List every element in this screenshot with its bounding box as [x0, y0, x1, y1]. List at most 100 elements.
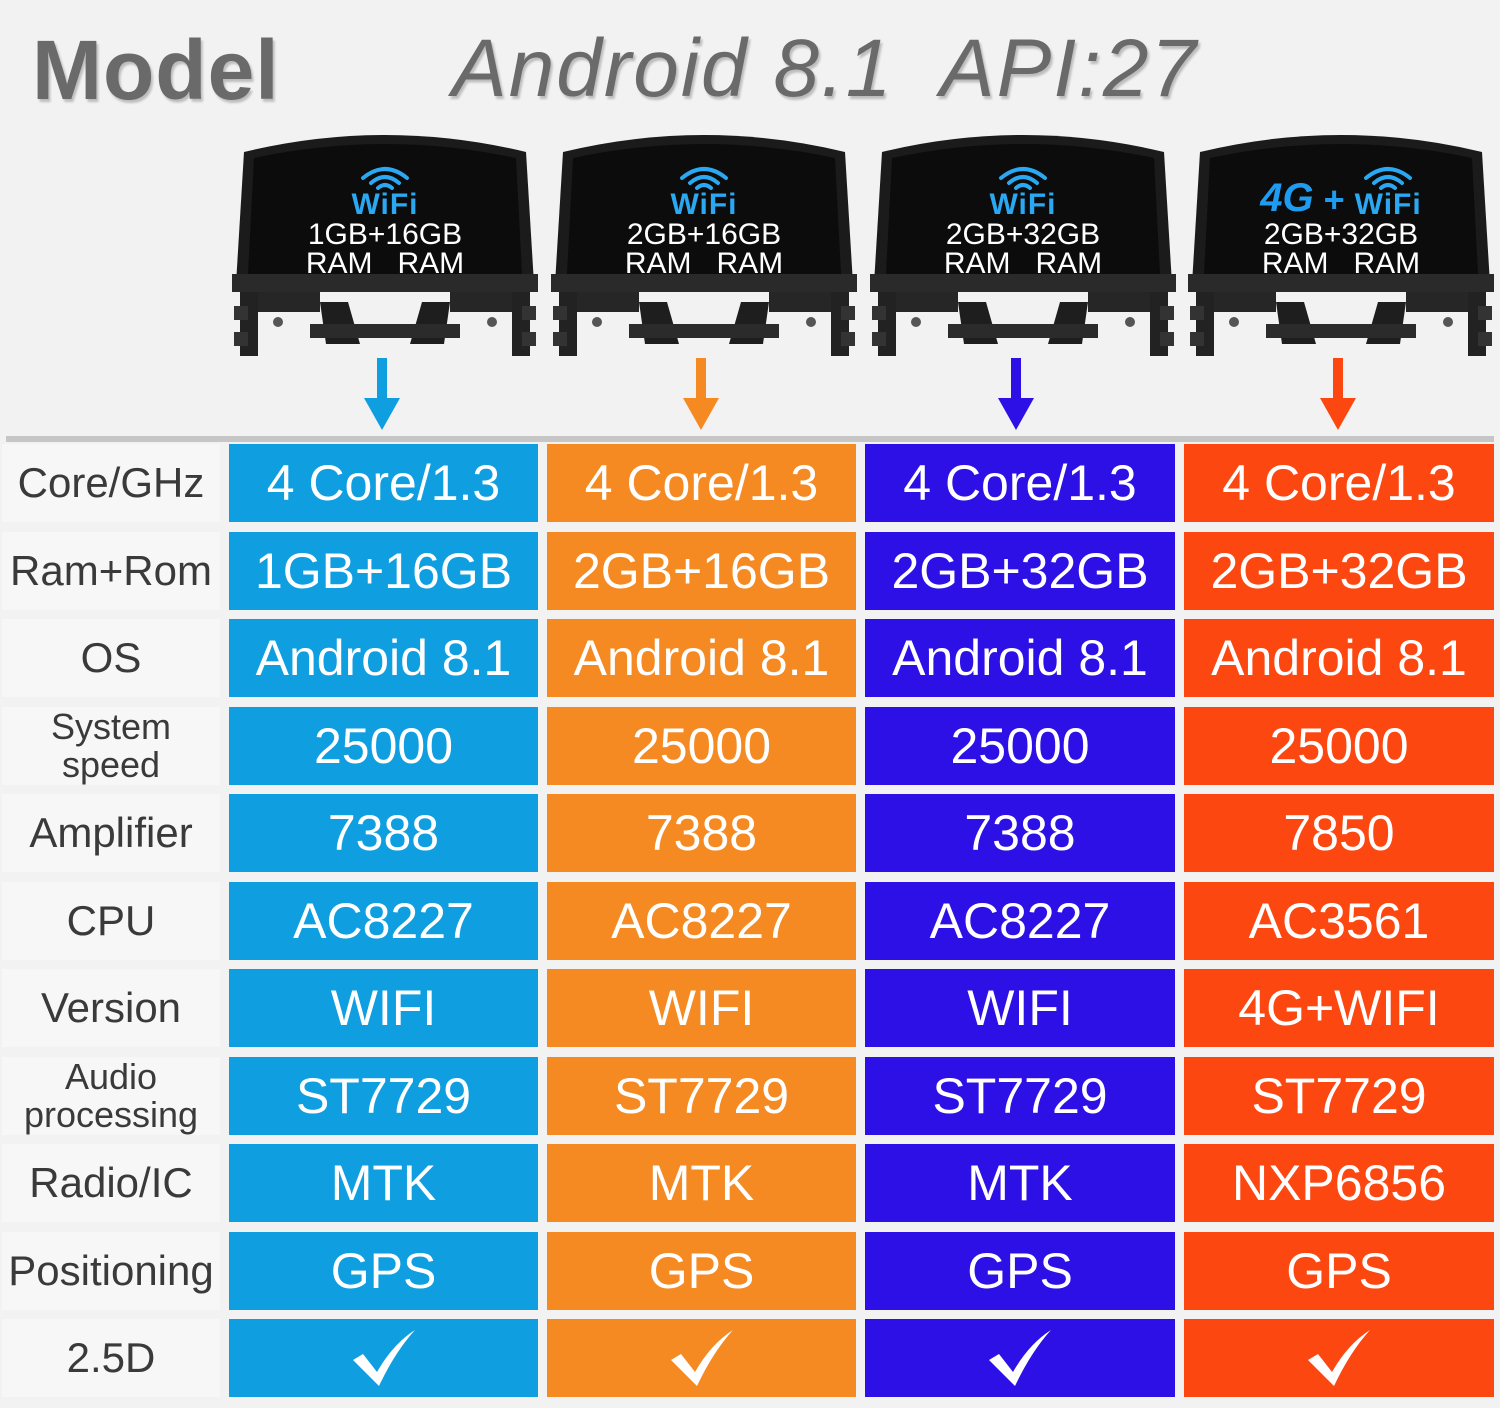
check-icon [352, 1330, 415, 1386]
spec-cell: 4 Core/1.3 [1184, 444, 1494, 522]
wifi-label: WiFi [1354, 188, 1422, 221]
spec-cell: 2GB+32GB [865, 532, 1175, 610]
spec-cell: 7388 [547, 794, 856, 872]
spec-cell: GPS [865, 1232, 1175, 1310]
divider [6, 436, 1494, 442]
row-label: OS [2, 619, 220, 697]
spec-cell: 2GB+32GB [1184, 532, 1494, 610]
device-screen: WiFi 2GB+16GB RAM RAM [549, 154, 859, 280]
spec-cell: ST7729 [865, 1057, 1175, 1135]
row-label-line: speed [61, 744, 161, 785]
device-ram-label: RAM RAM [943, 247, 1103, 280]
spec-cell: 7388 [865, 794, 1175, 872]
head-unit-frame-icon [551, 135, 857, 356]
device-screen: WiFi 1GB+16GB RAM RAM [230, 154, 540, 280]
spec-cell: 25000 [1184, 707, 1494, 785]
head-unit-frame-icon [870, 135, 1176, 356]
spec-cell: MTK [547, 1144, 856, 1222]
wifi-label: WiFi [989, 188, 1057, 221]
wifi-signal-icon [360, 167, 409, 190]
check-icon [1308, 1330, 1370, 1386]
spec-cell: 4 Core/1.3 [547, 444, 856, 522]
row-label-line: System [50, 706, 172, 747]
arrow-down-icon [683, 358, 719, 430]
device-ram-label: RAM RAM [624, 247, 784, 280]
row-label-line: Audio [64, 1056, 158, 1097]
check-icon [670, 1330, 733, 1386]
spec-cell: AC3561 [1184, 882, 1494, 960]
device-0: WiFi 1GB+16GB RAM RAM [230, 124, 540, 364]
spec-cell: MTK [865, 1144, 1175, 1222]
spec-cell: 1GB+16GB [229, 532, 538, 610]
spec-cell: 25000 [547, 707, 856, 785]
wifi-label: WiFi [351, 188, 419, 221]
spec-cell: ST7729 [229, 1057, 538, 1135]
device-screen: 4G + WiFi 2GB+32GB RAM RAM [1186, 154, 1496, 280]
check-cell [547, 1319, 856, 1397]
spec-cell: 4 Core/1.3 [865, 444, 1175, 522]
device-memory: 2GB+32GB [1263, 218, 1419, 251]
spec-cell: 25000 [865, 707, 1175, 785]
device-screen: WiFi 2GB+32GB RAM RAM [868, 154, 1178, 280]
row-label-line: processing [23, 1094, 199, 1135]
device-memory: 1GB+16GB [307, 218, 463, 251]
check-icon [989, 1330, 1051, 1386]
row-label: Ram+Rom [2, 532, 220, 610]
spec-cell: Android 8.1 [229, 619, 538, 697]
device-2: WiFi 2GB+32GB RAM RAM [868, 124, 1178, 364]
arrow-down-icon [1320, 358, 1356, 430]
spec-cell: 7388 [229, 794, 538, 872]
plus-label: + [1323, 179, 1345, 220]
model-title: Model [32, 23, 280, 117]
spec-cell: Android 8.1 [1184, 619, 1494, 697]
spec-cell: WIFI [229, 969, 538, 1047]
row-label: Positioning [2, 1232, 220, 1310]
spec-cell: AC8227 [547, 882, 856, 960]
spec-cell: WIFI [547, 969, 856, 1047]
spec-cell: GPS [229, 1232, 538, 1310]
wifi-label: WiFi [670, 188, 738, 221]
row-label: Amplifier [2, 794, 220, 872]
device-memory: 2GB+16GB [626, 218, 782, 251]
spec-cell: GPS [1184, 1232, 1494, 1310]
check-cell [865, 1319, 1175, 1397]
row-label: Version [2, 969, 220, 1047]
check-cell [1184, 1319, 1494, 1397]
arrow-down-icon [998, 358, 1034, 430]
device-1: WiFi 2GB+16GB RAM RAM [549, 124, 859, 364]
spec-cell: MTK [229, 1144, 538, 1222]
4g-label: 4G [1260, 176, 1314, 220]
wifi-signal-icon [998, 167, 1047, 190]
spec-cell: GPS [547, 1232, 856, 1310]
head-unit-frame-icon [1188, 135, 1494, 356]
row-label: Core/GHz [2, 444, 220, 522]
row-label: CPU [2, 882, 220, 960]
spec-cell: Android 8.1 [865, 619, 1175, 697]
spec-cell: 25000 [229, 707, 538, 785]
spec-cell: AC8227 [229, 882, 538, 960]
os-api-title: Android 8.1 API:27 [452, 23, 1199, 114]
spec-cell: Android 8.1 [547, 619, 856, 697]
row-label: Audio processing [2, 1057, 220, 1135]
arrow-down-icon [364, 358, 400, 430]
device-memory: 2GB+32GB [945, 218, 1101, 251]
device-ram-label: RAM RAM [1261, 247, 1421, 280]
row-label: 2.5D [2, 1319, 220, 1397]
row-label: System speed [2, 707, 220, 785]
spec-cell: 7850 [1184, 794, 1494, 872]
spec-cell: ST7729 [1184, 1057, 1494, 1135]
wifi-signal-icon [1364, 167, 1413, 190]
device-ram-label: RAM RAM [305, 247, 465, 280]
spec-cell: AC8227 [865, 882, 1175, 960]
spec-cell: ST7729 [547, 1057, 856, 1135]
head-unit-frame-icon [232, 135, 538, 356]
spec-cell: WIFI [865, 969, 1175, 1047]
check-cell [229, 1319, 538, 1397]
wifi-signal-icon [679, 167, 728, 190]
spec-cell: NXP6856 [1184, 1144, 1494, 1222]
device-3: 4G + WiFi 2GB+32GB RAM RAM [1186, 124, 1496, 364]
spec-cell: 2GB+16GB [547, 532, 856, 610]
row-label: Radio/IC [2, 1144, 220, 1222]
spec-cell: 4G+WIFI [1184, 969, 1494, 1047]
spec-cell: 4 Core/1.3 [229, 444, 538, 522]
